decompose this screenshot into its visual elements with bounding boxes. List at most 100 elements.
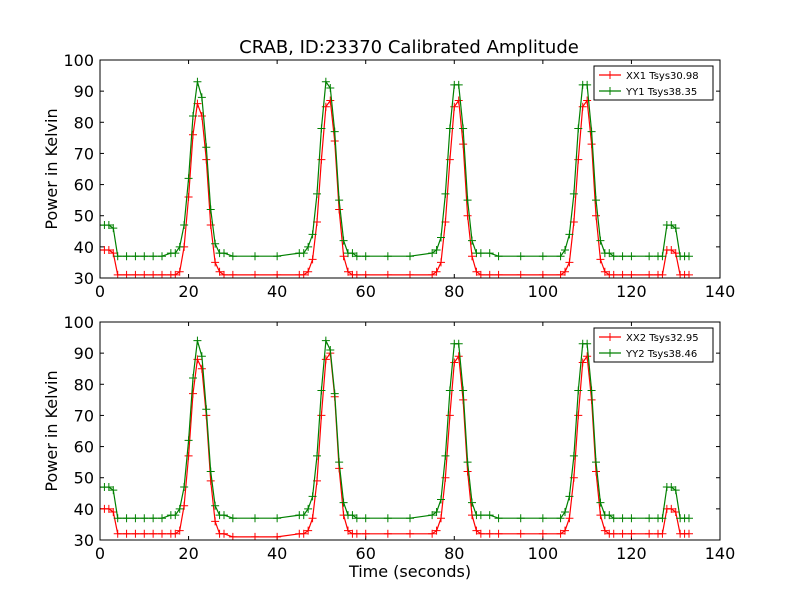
y-tick-label: 70 xyxy=(74,406,94,425)
data-point-marker xyxy=(476,511,485,520)
data-point-marker xyxy=(485,529,494,538)
data-point-marker xyxy=(406,529,414,538)
legend-box xyxy=(593,327,714,363)
data-point-marker xyxy=(175,242,184,251)
data-point-marker xyxy=(158,529,166,538)
data-point-marker xyxy=(122,514,131,523)
data-point-marker xyxy=(667,245,676,254)
data-point-marker xyxy=(189,389,197,398)
data-point-marker xyxy=(104,504,113,513)
data-point-marker xyxy=(317,411,326,420)
y-tick-label: 90 xyxy=(74,82,94,101)
data-point-marker xyxy=(583,339,592,348)
y-tick-label: 100 xyxy=(63,313,94,332)
data-point-marker xyxy=(104,245,113,254)
data-point-marker xyxy=(645,529,654,538)
data-point-marker xyxy=(251,252,259,261)
y-tick-label: 40 xyxy=(74,238,94,257)
data-point-marker xyxy=(671,224,680,233)
data-point-marker xyxy=(197,93,206,102)
data-point-marker xyxy=(685,252,693,261)
data-point-marker xyxy=(468,498,476,507)
data-point-marker xyxy=(596,498,605,507)
data-point-marker xyxy=(220,511,228,520)
y-tick-label: 50 xyxy=(74,469,94,488)
data-point-marker xyxy=(335,196,344,205)
data-point-marker xyxy=(339,498,348,507)
data-point-marker xyxy=(667,483,676,492)
data-point-marker xyxy=(184,436,193,445)
data-point-marker xyxy=(326,96,335,105)
y-tick-label: 60 xyxy=(74,438,94,457)
data-point-marker xyxy=(592,196,600,205)
data-point-marker xyxy=(149,514,158,523)
data-point-marker xyxy=(578,358,587,367)
data-point-marker xyxy=(304,526,313,535)
data-point-marker xyxy=(596,255,605,264)
data-point-marker xyxy=(600,267,609,276)
data-point-marker xyxy=(437,233,445,242)
x-tick-label: 40 xyxy=(267,282,287,301)
x-tick-label: 80 xyxy=(444,282,464,301)
y-axis-label: Power in Kelvin xyxy=(42,370,61,491)
data-point-marker xyxy=(321,336,330,345)
data-point-marker xyxy=(454,80,463,89)
data-point-marker xyxy=(561,245,569,254)
data-point-marker xyxy=(228,514,237,523)
data-point-marker xyxy=(140,514,149,523)
data-point-marker xyxy=(516,252,525,261)
data-point-marker xyxy=(352,514,361,523)
data-point-marker xyxy=(211,258,220,267)
data-point-marker xyxy=(211,501,220,510)
data-point-marker xyxy=(383,252,392,261)
data-point-marker xyxy=(472,267,481,276)
data-point-marker xyxy=(171,529,180,538)
data-point-marker xyxy=(445,386,454,395)
data-point-marker xyxy=(428,529,437,538)
data-point-marker xyxy=(463,211,472,220)
data-point-marker xyxy=(197,112,206,121)
data-point-marker xyxy=(472,526,481,535)
data-point-marker xyxy=(538,529,547,538)
legend-entry-label: YY1 Tsys38.35 xyxy=(625,87,697,98)
data-point-marker xyxy=(605,511,614,520)
data-point-marker xyxy=(339,236,348,245)
data-point-marker xyxy=(352,252,361,261)
x-tick-label: 20 xyxy=(178,544,198,563)
data-point-marker xyxy=(321,77,330,86)
legend-swatch-marker xyxy=(606,71,614,79)
data-point-marker xyxy=(627,514,636,523)
data-point-marker xyxy=(344,267,352,276)
data-point-marker xyxy=(459,386,468,395)
data-point-marker xyxy=(445,124,454,133)
axes-frame xyxy=(99,59,721,279)
data-point-marker xyxy=(671,507,680,516)
data-point-marker xyxy=(335,458,344,467)
data-point-marker xyxy=(113,514,122,523)
axes-frame xyxy=(99,321,721,541)
data-point-marker xyxy=(406,252,414,261)
data-point-marker xyxy=(494,529,503,538)
data-point-marker xyxy=(459,124,468,133)
data-point-marker xyxy=(587,140,596,149)
data-point-marker xyxy=(556,252,565,261)
data-point-marker xyxy=(592,467,600,476)
x-tick-label: 140 xyxy=(705,544,736,563)
data-point-marker xyxy=(627,529,636,538)
data-point-marker xyxy=(685,514,693,523)
data-point-marker xyxy=(441,451,450,460)
data-point-marker xyxy=(113,529,122,538)
data-point-marker xyxy=(313,189,321,198)
data-point-marker xyxy=(313,451,321,460)
data-point-marker xyxy=(211,517,220,526)
legend: XX2 Tsys32.95 YY2 Tsys38.46 xyxy=(593,327,714,363)
x-tick-label: 120 xyxy=(616,282,647,301)
data-point-marker xyxy=(299,249,308,258)
data-point-marker xyxy=(308,514,317,523)
data-point-marker xyxy=(667,221,676,230)
data-point-marker xyxy=(574,386,583,395)
data-point-marker xyxy=(428,249,437,258)
data-point-marker xyxy=(538,252,547,261)
data-point-marker xyxy=(131,529,140,538)
data-point-marker xyxy=(459,140,468,149)
